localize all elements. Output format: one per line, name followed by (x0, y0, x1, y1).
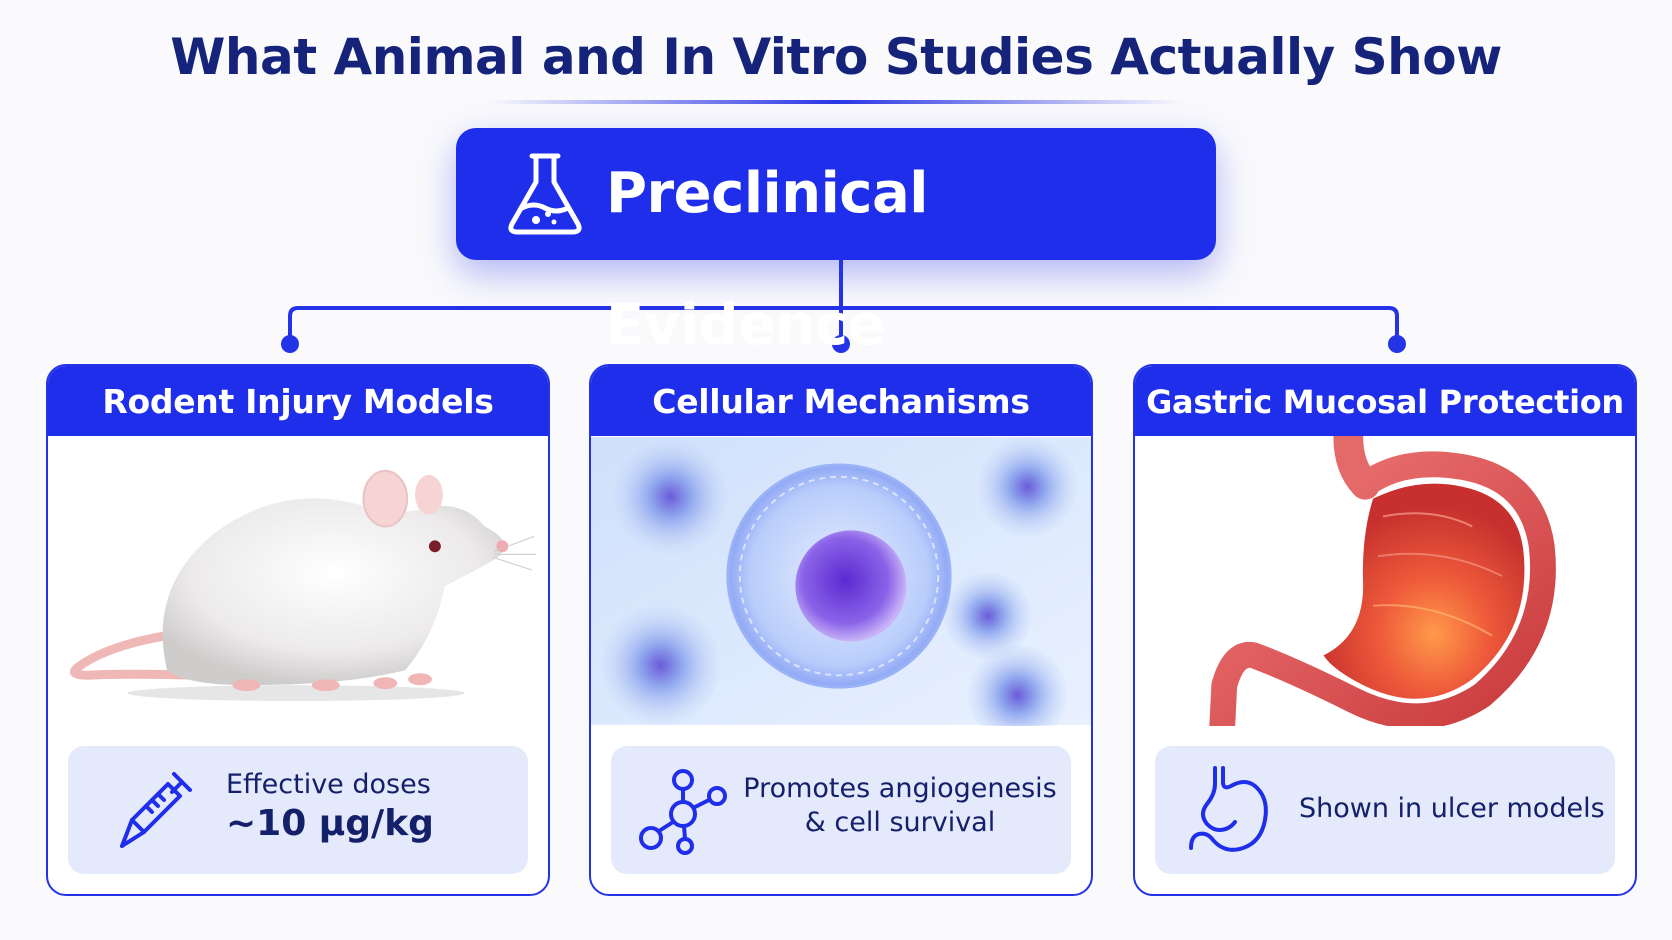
card-cellular-mechanisms: Cellular Mechanisms (589, 364, 1093, 896)
card-header: Rodent Injury Models (48, 366, 548, 436)
info-dose-value: ~10 μg/kg (226, 803, 434, 844)
info-line-1: Shown in ulcer models (1299, 793, 1605, 824)
stomach-icon (1189, 766, 1268, 852)
card-gastric-mucosal-protection: Gastric Mucosal Protection Shown (1133, 364, 1637, 896)
info-panel: Shown in ulcer models (1155, 746, 1615, 874)
cell-image (591, 437, 1091, 726)
stomach-image (1209, 436, 1556, 726)
molecule-icon (639, 769, 727, 855)
root-node: Preclinical Evidence (456, 128, 1216, 358)
white-rat-image (70, 469, 537, 702)
info-panel: Promotes angiogenesis & cell survival (611, 746, 1071, 874)
card-header: Gastric Mucosal Protection (1135, 366, 1635, 436)
root-label: Preclinical Evidence (606, 161, 928, 358)
info-line-1: Effective doses (226, 769, 431, 800)
info-line-2: & cell survival (804, 807, 996, 838)
info-panel: Effective doses ~10 μg/kg (68, 746, 528, 874)
syringe-icon (120, 772, 192, 848)
flask-icon (508, 153, 582, 235)
connector-dot-right (1388, 335, 1406, 353)
page-title: What Animal and In Vitro Studies Actuall… (170, 28, 1502, 86)
title-underline (488, 100, 1184, 104)
card-rodent-injury-models: Rodent Injury Models (46, 364, 550, 896)
info-line-1: Promotes angiogenesis (743, 773, 1057, 804)
connector-dot-left (281, 335, 299, 353)
card-header: Cellular Mechanisms (591, 366, 1091, 436)
